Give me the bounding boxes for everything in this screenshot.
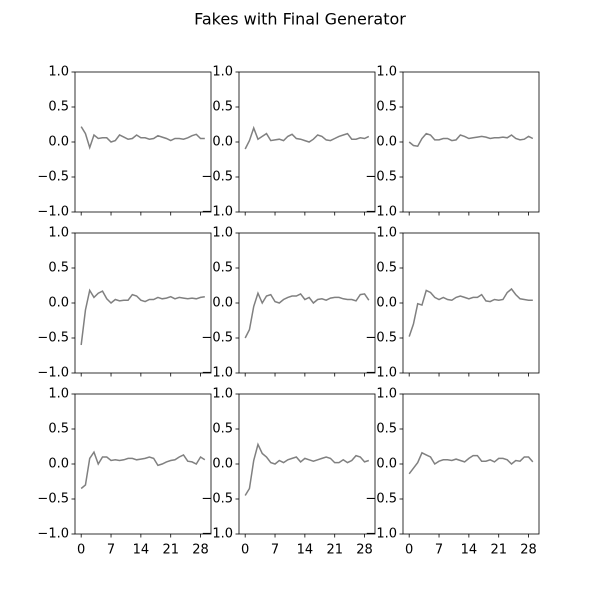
y-tick-label: −0.5 <box>365 492 397 507</box>
axes-frame <box>402 232 540 374</box>
y-tick-label: −1.0 <box>201 366 233 381</box>
y-tick-label: 0.0 <box>48 135 69 150</box>
y-tick-label: −1.0 <box>201 205 233 220</box>
data-line <box>80 450 206 490</box>
x-tick-label: 28 <box>356 543 373 558</box>
x-tick-label: 0 <box>241 543 249 558</box>
axes-frame <box>74 393 212 535</box>
figure-title: Fakes with Final Generator <box>194 10 406 29</box>
y-tick-label: 1.0 <box>212 65 233 80</box>
x-tick-label: 28 <box>192 543 209 558</box>
y-tick-label: −1.0 <box>37 205 69 220</box>
y-tick-label: −1.0 <box>201 527 233 542</box>
axes-frame <box>238 393 376 535</box>
y-tick-label: 0.0 <box>376 135 397 150</box>
y-tick-label: 0.0 <box>212 457 233 472</box>
y-tick-label: 0.5 <box>376 261 397 276</box>
x-tick-label: 14 <box>297 543 314 558</box>
y-tick-label: −0.5 <box>201 492 233 507</box>
data-line <box>244 291 370 339</box>
data-line <box>408 132 534 148</box>
y-tick-label: −0.5 <box>37 331 69 346</box>
y-tick-label: −0.5 <box>201 331 233 346</box>
x-tick-label: 7 <box>271 543 279 558</box>
y-tick-label: 0.5 <box>48 261 69 276</box>
x-tick-label: 0 <box>405 543 413 558</box>
y-tick-label: 0.0 <box>212 296 233 311</box>
data-line <box>244 125 370 150</box>
y-tick-label: −0.5 <box>201 170 233 185</box>
x-tick-label: 14 <box>461 543 478 558</box>
x-tick-label: 0 <box>77 543 85 558</box>
x-tick-label: 28 <box>520 543 537 558</box>
y-tick-label: 1.0 <box>48 226 69 241</box>
y-tick-label: 1.0 <box>48 65 69 80</box>
y-tick-label: 0.5 <box>212 100 233 115</box>
x-tick-label: 21 <box>326 543 343 558</box>
y-tick-label: −1.0 <box>365 205 397 220</box>
y-tick-label: 0.5 <box>376 100 397 115</box>
y-tick-label: 1.0 <box>376 65 397 80</box>
y-tick-label: −1.0 <box>37 527 69 542</box>
data-line <box>80 288 205 346</box>
y-tick-label: 1.0 <box>212 387 233 402</box>
x-tick-label: 7 <box>435 543 443 558</box>
y-tick-label: −1.0 <box>365 366 397 381</box>
y-tick-label: −0.5 <box>37 492 69 507</box>
axes-frame <box>402 71 540 213</box>
data-line <box>408 287 533 337</box>
x-tick-label: 7 <box>107 543 115 558</box>
y-tick-label: −0.5 <box>37 170 69 185</box>
y-tick-label: 0.0 <box>376 457 397 472</box>
y-tick-label: 1.0 <box>212 226 233 241</box>
y-tick-label: 1.0 <box>376 226 397 241</box>
y-tick-label: 0.5 <box>376 422 397 437</box>
y-tick-label: 1.0 <box>48 387 69 402</box>
y-tick-label: 0.5 <box>212 261 233 276</box>
axes-frame <box>74 232 212 374</box>
y-tick-label: −1.0 <box>37 366 69 381</box>
axes-frame <box>238 232 376 374</box>
data-line <box>244 442 370 496</box>
axes-frame <box>402 393 540 535</box>
y-tick-label: 0.0 <box>212 135 233 150</box>
y-tick-label: 0.5 <box>212 422 233 437</box>
y-tick-label: 0.5 <box>48 422 69 437</box>
data-line <box>80 126 205 151</box>
y-tick-label: 0.5 <box>48 100 69 115</box>
y-tick-label: −1.0 <box>365 527 397 542</box>
x-tick-label: 21 <box>162 543 179 558</box>
y-tick-label: 0.0 <box>48 457 69 472</box>
x-tick-label: 21 <box>490 543 507 558</box>
y-tick-label: −0.5 <box>365 331 397 346</box>
axes-frame <box>74 71 212 213</box>
y-tick-label: −0.5 <box>365 170 397 185</box>
data-line <box>408 451 534 475</box>
y-tick-label: 1.0 <box>376 387 397 402</box>
y-tick-label: 0.0 <box>48 296 69 311</box>
y-tick-label: 0.0 <box>376 296 397 311</box>
x-tick-label: 14 <box>133 543 150 558</box>
